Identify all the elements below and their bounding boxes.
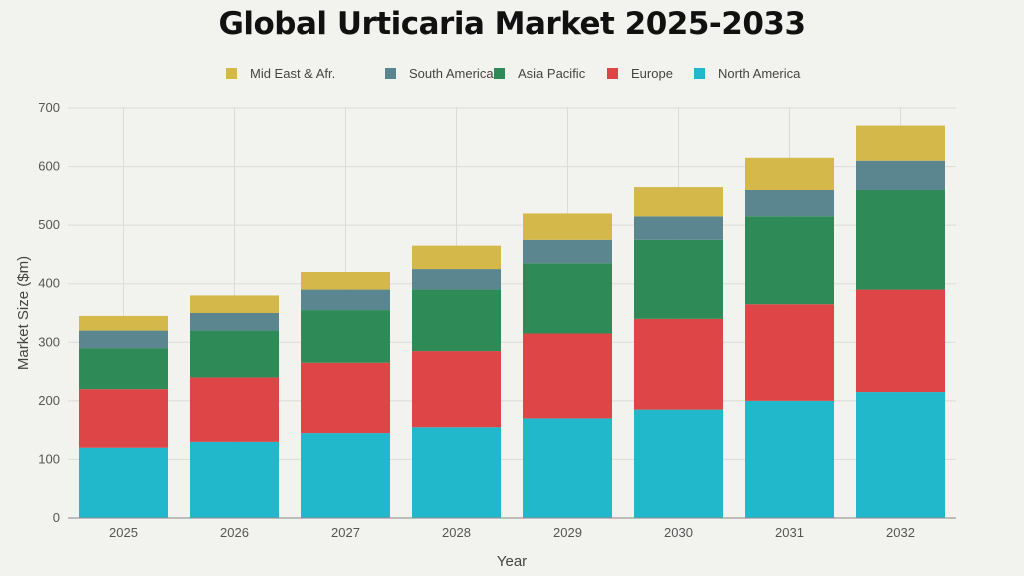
bar-segment-north-america	[856, 392, 945, 518]
chart-title: Global Urticaria Market 2025-2033	[218, 6, 806, 42]
bar-segment-mid-east-afr-	[523, 213, 612, 240]
x-tick-label: 2028	[442, 525, 471, 540]
y-axis-label: Market Size ($m)	[15, 256, 32, 370]
bar-segment-europe	[412, 351, 501, 428]
bar-segment-europe	[523, 333, 612, 419]
x-tick-label: 2027	[331, 525, 360, 540]
bar-segment-north-america	[301, 433, 390, 518]
y-tick-label: 600	[38, 159, 60, 174]
bar-segment-asia-pacific	[412, 289, 501, 352]
bar-segment-south-america	[79, 330, 168, 349]
bar-segment-europe	[79, 389, 168, 448]
legend-swatch	[385, 68, 396, 79]
bar-segment-asia-pacific	[856, 190, 945, 290]
bar-segment-asia-pacific	[190, 330, 279, 378]
y-tick-label: 100	[38, 451, 60, 466]
x-tick-label: 2026	[220, 525, 249, 540]
legend-swatch	[607, 68, 618, 79]
legend-swatch	[226, 68, 237, 79]
x-tick-label: 2025	[109, 525, 138, 540]
bar-segment-south-america	[301, 289, 390, 311]
bar-segment-south-america	[412, 269, 501, 290]
x-tick-label: 2029	[553, 525, 582, 540]
bar-segment-mid-east-afr-	[79, 315, 168, 331]
bar-segment-mid-east-afr-	[190, 295, 279, 313]
y-tick-label: 500	[38, 217, 60, 232]
bar-segment-north-america	[634, 409, 723, 518]
bar-segment-mid-east-afr-	[412, 245, 501, 270]
bar-segment-europe	[745, 304, 834, 401]
legend-label: South America	[409, 66, 494, 81]
y-tick-label: 400	[38, 276, 60, 291]
legend-label: Mid East & Afr.	[250, 66, 335, 81]
bar-segment-europe	[301, 362, 390, 434]
bar-segment-south-america	[634, 216, 723, 240]
bar-segment-europe	[634, 318, 723, 410]
bar-segment-south-america	[523, 239, 612, 264]
legend-label: North America	[718, 66, 801, 81]
bar-segment-north-america	[523, 418, 612, 518]
y-tick-label: 300	[38, 334, 60, 349]
bar-segment-asia-pacific	[79, 348, 168, 390]
x-axis-label: Year	[497, 553, 527, 570]
y-tick-label: 700	[38, 100, 60, 115]
bar-segment-south-america	[190, 313, 279, 331]
bar-segment-asia-pacific	[745, 216, 834, 305]
legend-label: Europe	[631, 66, 673, 81]
legend-swatch	[494, 68, 505, 79]
bar-segment-europe	[856, 289, 945, 393]
x-tick-label: 2030	[664, 525, 693, 540]
x-tick-label: 2032	[886, 525, 915, 540]
legend-label: Asia Pacific	[518, 66, 586, 81]
bar-segment-mid-east-afr-	[301, 272, 390, 290]
y-tick-label: 0	[53, 510, 60, 525]
bar-segment-europe	[190, 377, 279, 442]
bar-segment-mid-east-afr-	[634, 187, 723, 217]
bar-segment-north-america	[190, 441, 279, 518]
x-tick-label: 2031	[775, 525, 804, 540]
bar-segment-asia-pacific	[523, 263, 612, 334]
bar-segment-mid-east-afr-	[745, 157, 834, 190]
bar-segment-north-america	[745, 400, 834, 518]
bar-segment-south-america	[745, 190, 834, 217]
bar-segment-mid-east-afr-	[856, 125, 945, 161]
bar-segment-north-america	[412, 427, 501, 518]
legend-swatch	[694, 68, 705, 79]
bar-segment-asia-pacific	[634, 239, 723, 319]
bar-segment-south-america	[856, 160, 945, 190]
bar-segment-asia-pacific	[301, 310, 390, 363]
y-tick-label: 200	[38, 393, 60, 408]
bar-segment-north-america	[79, 447, 168, 518]
